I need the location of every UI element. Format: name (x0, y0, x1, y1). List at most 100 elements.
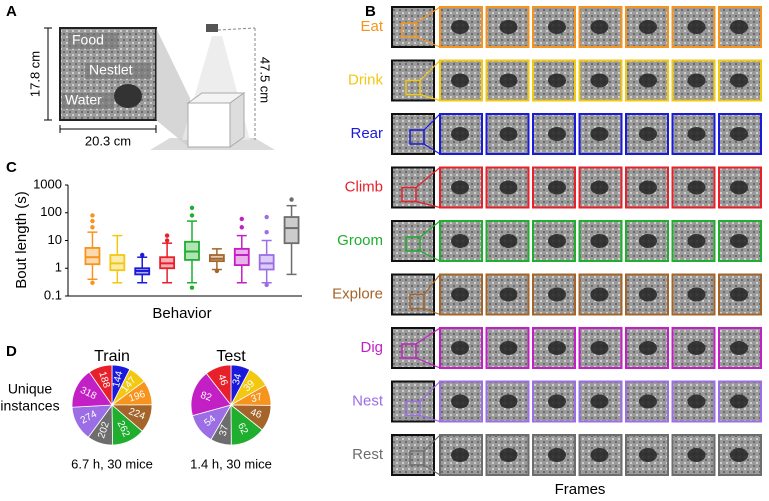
box (233, 247, 250, 266)
box (84, 247, 101, 266)
flier (264, 282, 269, 288)
mouse (548, 234, 566, 248)
zoom-line (423, 113, 441, 131)
zoom-line (415, 200, 441, 209)
mouse (548, 287, 566, 302)
mouse (548, 180, 566, 195)
mouse (687, 341, 706, 355)
mouse (730, 127, 748, 141)
mouse (730, 20, 748, 34)
panel-label: A (6, 3, 17, 20)
mouse (499, 127, 518, 141)
zoom-box (405, 236, 421, 252)
pie-slice (190, 372, 232, 417)
zoom-line (423, 464, 441, 476)
mouse (548, 20, 566, 34)
behavior-label: Rest (352, 446, 384, 463)
frame (718, 220, 762, 262)
mouse (590, 234, 609, 248)
flier (164, 233, 170, 238)
zoom-box (409, 129, 425, 145)
frame (578, 6, 623, 48)
mouse (499, 20, 518, 34)
y-tick-label: 1 (55, 260, 62, 275)
mouse (548, 73, 566, 88)
zoom-line (423, 143, 441, 155)
mouse (639, 180, 657, 195)
panel-label: B (365, 3, 376, 20)
mouse (590, 20, 609, 34)
mouse (590, 287, 609, 302)
slice-label: 46 (215, 373, 229, 388)
frame (532, 113, 576, 155)
zoom-line (419, 220, 441, 238)
mouse (451, 341, 469, 355)
mouse (499, 73, 518, 88)
slice-label: 188 (96, 370, 112, 390)
mouse (590, 394, 609, 409)
mouse (687, 20, 706, 34)
behavior-label: Eat (360, 18, 383, 35)
slice-label: 62 (235, 421, 250, 436)
overview-frame (391, 434, 435, 476)
zoom-box (409, 450, 425, 466)
flier (90, 280, 95, 285)
mouse (590, 448, 609, 462)
mouse (451, 180, 469, 195)
mouse (687, 234, 706, 248)
mouse (548, 127, 566, 141)
zoom-box (405, 400, 421, 417)
frame (718, 113, 762, 155)
y-tick-label: 0.1 (44, 287, 62, 302)
flier (214, 268, 220, 274)
mouse (499, 287, 518, 302)
flier (264, 214, 269, 220)
behavior-label: Climb (345, 178, 383, 195)
slice-label: 202 (96, 420, 112, 440)
mouse (451, 73, 469, 88)
mouse (730, 341, 748, 355)
flier (189, 205, 195, 211)
nest (114, 84, 142, 108)
panel-label: D (6, 343, 17, 360)
slice-label: 82 (199, 390, 213, 404)
zoom-box (409, 293, 425, 310)
pie-title: Train (94, 348, 130, 365)
slice-label: 34 (231, 372, 244, 386)
dimension-label: 47.5 cm (258, 57, 273, 103)
y-tick-label: 10 (48, 232, 62, 247)
mouse (639, 287, 657, 302)
pie-caption: 1.4 h, 30 mice (190, 456, 272, 471)
x-axis-label: Frames (555, 481, 606, 498)
flier (90, 218, 95, 224)
pie-side-label: Unique (8, 381, 53, 397)
slice-label: 37 (218, 423, 232, 437)
cage-label: Water (65, 92, 102, 108)
mouse (639, 394, 657, 409)
flier (264, 229, 269, 235)
mouse (687, 127, 706, 141)
mouse (639, 234, 657, 248)
x-axis-label: Behavior (152, 305, 211, 322)
mouse (730, 180, 748, 195)
pie-title: Test (216, 348, 246, 365)
mouse (730, 73, 748, 88)
flier (189, 213, 195, 218)
zoom-box (401, 22, 417, 38)
flier (239, 216, 244, 222)
panel-label: C (6, 159, 17, 176)
mouse (499, 234, 518, 248)
cage-label: Food (72, 32, 104, 48)
slice-label: 196 (127, 389, 147, 405)
mouse (730, 448, 748, 462)
frame (625, 327, 669, 369)
frame (485, 220, 530, 262)
cage-diagram: Food Nestlet Water 17.8 cm 20.3 cm 47.5 … (27, 24, 275, 150)
zoom-line (423, 307, 441, 316)
pie-side-label: instances (0, 398, 59, 414)
mouse (687, 180, 706, 195)
y-tick-label: 1000 (33, 176, 62, 191)
mouse (451, 394, 469, 409)
mouse (499, 341, 518, 355)
mouse (499, 448, 518, 462)
